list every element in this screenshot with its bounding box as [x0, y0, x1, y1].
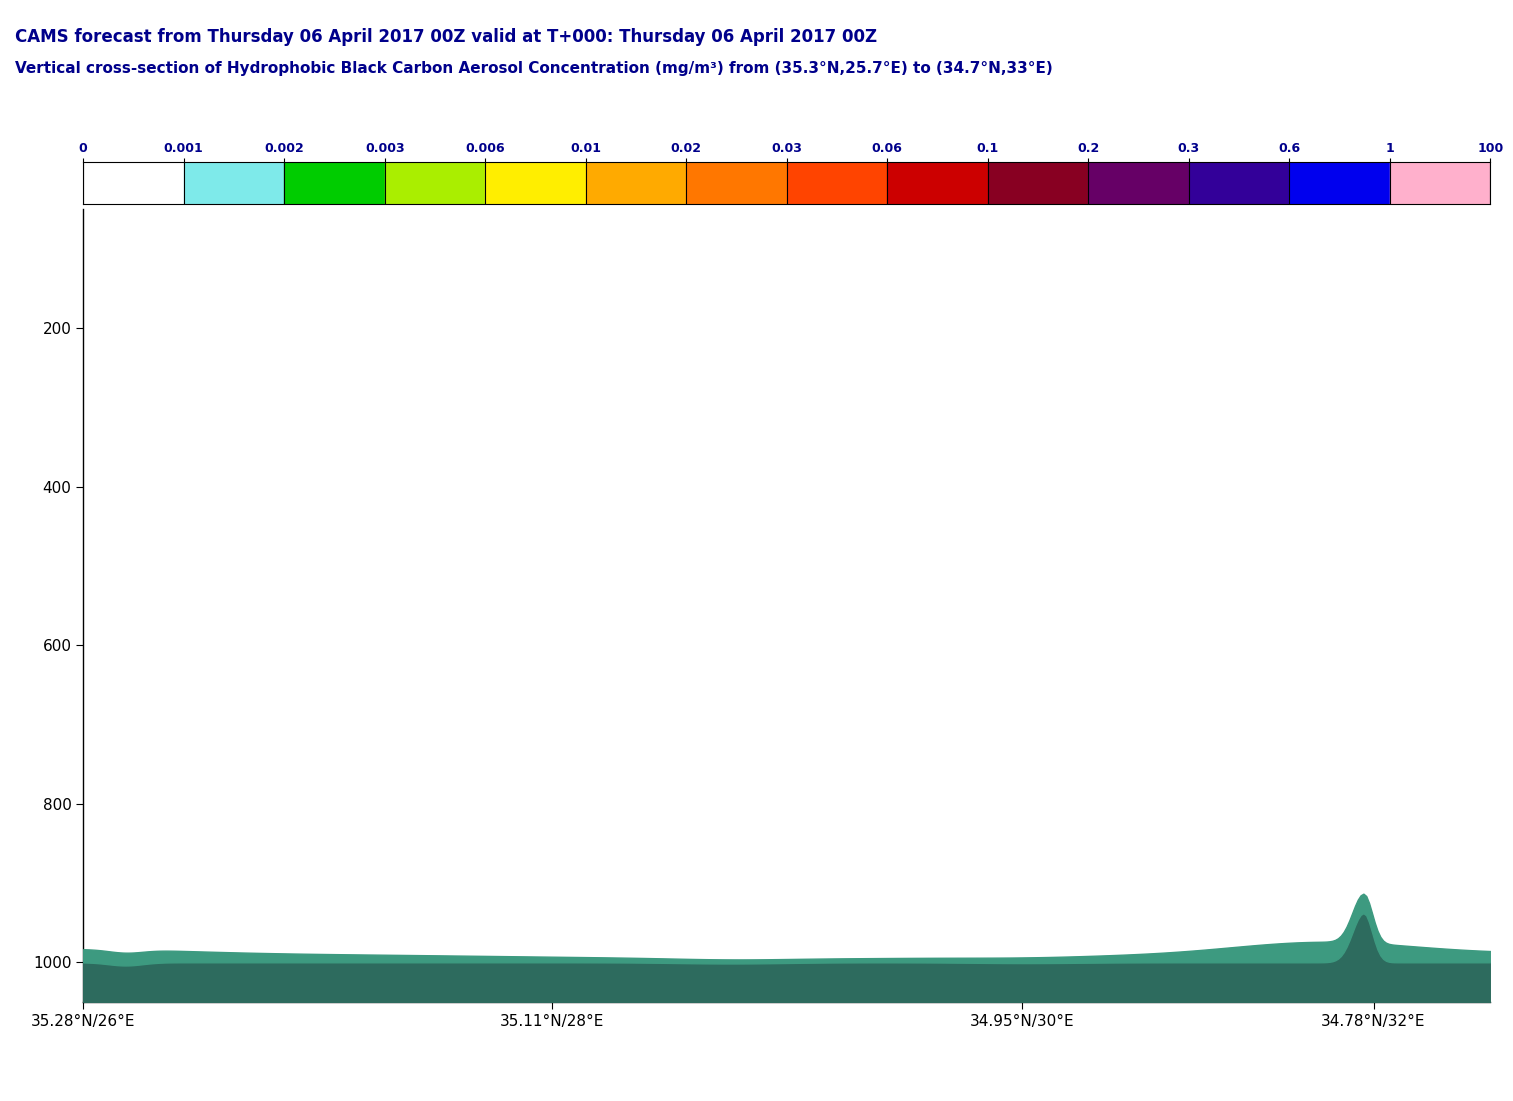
Text: Vertical cross-section of Hydrophobic Black Carbon Aerosol Concentration (mg/m³): Vertical cross-section of Hydrophobic Bl… — [15, 61, 1053, 76]
Text: CAMS forecast from Thursday 06 April 2017 00Z valid at T+000: Thursday 06 April : CAMS forecast from Thursday 06 April 201… — [15, 28, 878, 45]
